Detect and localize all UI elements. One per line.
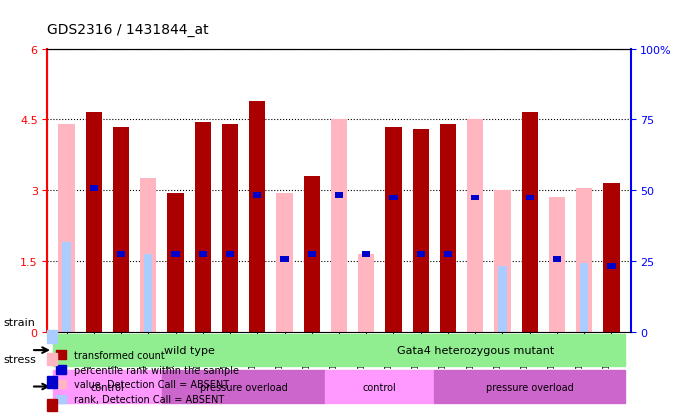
Bar: [494, 191, 511, 332]
Bar: [417, 252, 425, 257]
Bar: [89, 186, 98, 191]
Bar: [335, 193, 343, 198]
Text: strain: strain: [3, 317, 35, 327]
Bar: [195, 123, 211, 332]
Text: stress: stress: [3, 354, 36, 364]
Bar: [467, 120, 483, 332]
Bar: [140, 179, 157, 332]
Bar: [58, 125, 75, 332]
Bar: [308, 252, 316, 257]
Bar: [304, 177, 320, 332]
Text: control: control: [363, 382, 397, 392]
Legend: transformed count, percentile rank within the sample, value, Detection Call = AB: transformed count, percentile rank withi…: [52, 346, 243, 408]
Bar: [444, 252, 452, 257]
Bar: [117, 252, 125, 257]
Bar: [389, 195, 397, 201]
Text: wild type: wild type: [163, 345, 214, 355]
Bar: [498, 266, 506, 332]
Bar: [253, 193, 261, 198]
Bar: [113, 127, 129, 332]
Bar: [85, 113, 102, 332]
Bar: [525, 195, 534, 201]
Bar: [325, 370, 435, 403]
Bar: [521, 113, 538, 332]
Bar: [362, 252, 370, 257]
Bar: [471, 195, 479, 201]
Bar: [553, 256, 561, 262]
Bar: [576, 188, 593, 332]
Text: GDS2316 / 1431844_at: GDS2316 / 1431844_at: [47, 23, 209, 37]
Bar: [249, 101, 265, 332]
Bar: [440, 125, 456, 332]
Bar: [281, 256, 289, 262]
Bar: [325, 334, 625, 367]
Text: pressure overload: pressure overload: [486, 382, 574, 392]
Bar: [549, 198, 565, 332]
Bar: [162, 370, 325, 403]
Bar: [358, 254, 374, 332]
Bar: [435, 370, 625, 403]
Bar: [580, 264, 589, 332]
Bar: [53, 370, 162, 403]
Bar: [607, 263, 616, 269]
Bar: [277, 193, 293, 332]
Bar: [167, 193, 184, 332]
Bar: [199, 252, 207, 257]
Text: Gata4 heterozygous mutant: Gata4 heterozygous mutant: [397, 345, 554, 355]
Text: pressure overload: pressure overload: [200, 382, 287, 392]
Text: control: control: [91, 382, 124, 392]
Bar: [144, 254, 153, 332]
Bar: [222, 125, 238, 332]
Bar: [53, 334, 325, 367]
Bar: [413, 130, 429, 332]
Bar: [385, 127, 401, 332]
Bar: [172, 252, 180, 257]
Bar: [331, 120, 347, 332]
Bar: [603, 184, 620, 332]
Bar: [226, 252, 234, 257]
Bar: [62, 242, 71, 332]
